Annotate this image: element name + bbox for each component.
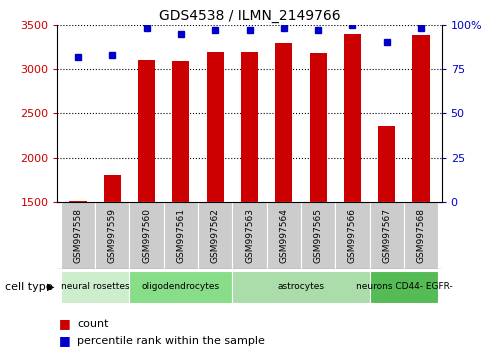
FancyBboxPatch shape xyxy=(61,271,129,303)
FancyBboxPatch shape xyxy=(335,202,370,269)
Text: GSM997561: GSM997561 xyxy=(176,208,186,263)
FancyBboxPatch shape xyxy=(164,202,198,269)
FancyBboxPatch shape xyxy=(370,202,404,269)
FancyBboxPatch shape xyxy=(266,202,301,269)
Bar xyxy=(69,201,86,202)
Text: count: count xyxy=(77,319,109,329)
FancyBboxPatch shape xyxy=(129,202,164,269)
Text: GSM997566: GSM997566 xyxy=(348,208,357,263)
Bar xyxy=(172,61,190,202)
Bar xyxy=(241,52,258,202)
Text: GSM997560: GSM997560 xyxy=(142,208,151,263)
FancyBboxPatch shape xyxy=(233,202,266,269)
Text: GSM997559: GSM997559 xyxy=(108,208,117,263)
Text: ■: ■ xyxy=(59,318,71,330)
Text: neurons CD44- EGFR-: neurons CD44- EGFR- xyxy=(355,282,452,291)
Text: astrocytes: astrocytes xyxy=(277,282,324,291)
Bar xyxy=(344,34,361,202)
FancyBboxPatch shape xyxy=(95,202,129,269)
Text: GSM997567: GSM997567 xyxy=(382,208,391,263)
Text: ▶: ▶ xyxy=(47,282,55,292)
FancyBboxPatch shape xyxy=(301,202,335,269)
Text: ■: ■ xyxy=(59,334,71,347)
Text: cell type: cell type xyxy=(5,282,52,292)
FancyBboxPatch shape xyxy=(129,271,233,303)
Text: GSM997568: GSM997568 xyxy=(417,208,426,263)
Bar xyxy=(138,60,155,202)
Bar xyxy=(309,53,327,202)
Text: oligodendrocytes: oligodendrocytes xyxy=(142,282,220,291)
FancyBboxPatch shape xyxy=(404,202,438,269)
Bar xyxy=(104,175,121,202)
Text: percentile rank within the sample: percentile rank within the sample xyxy=(77,336,265,346)
Text: GSM997564: GSM997564 xyxy=(279,208,288,263)
Text: GSM997558: GSM997558 xyxy=(73,208,82,263)
FancyBboxPatch shape xyxy=(233,271,370,303)
Bar xyxy=(378,126,395,202)
FancyBboxPatch shape xyxy=(61,202,95,269)
Text: GDS4538 / ILMN_2149766: GDS4538 / ILMN_2149766 xyxy=(159,9,340,23)
Text: GSM997565: GSM997565 xyxy=(313,208,323,263)
Text: GSM997563: GSM997563 xyxy=(245,208,254,263)
Text: neural rosettes: neural rosettes xyxy=(61,282,129,291)
Bar xyxy=(207,52,224,202)
FancyBboxPatch shape xyxy=(198,202,233,269)
Text: GSM997562: GSM997562 xyxy=(211,208,220,263)
Bar xyxy=(275,44,292,202)
Bar xyxy=(413,35,430,202)
FancyBboxPatch shape xyxy=(370,271,438,303)
